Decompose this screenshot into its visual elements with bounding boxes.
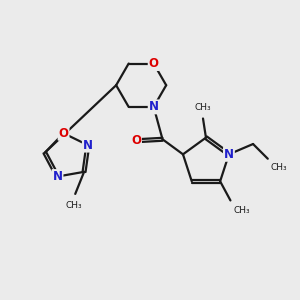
Text: N: N (224, 148, 234, 161)
Text: N: N (83, 139, 93, 152)
Text: O: O (149, 57, 159, 70)
Text: CH₃: CH₃ (65, 201, 82, 210)
Text: N: N (149, 100, 159, 113)
Text: N: N (52, 170, 62, 183)
Text: O: O (58, 127, 69, 140)
Text: O: O (131, 134, 141, 147)
Text: CH₃: CH₃ (195, 103, 211, 112)
Text: CH₃: CH₃ (271, 163, 287, 172)
Text: CH₃: CH₃ (233, 206, 250, 215)
